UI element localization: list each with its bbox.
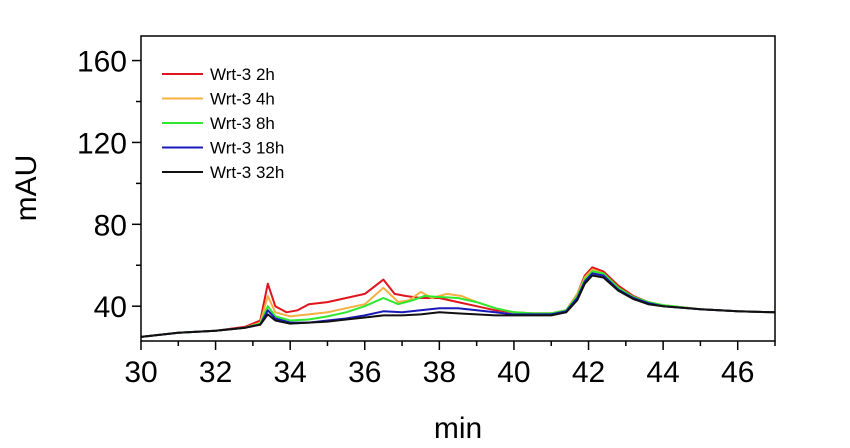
x-tick-label: 36: [348, 356, 381, 389]
y-tick-label: 40: [94, 291, 127, 324]
x-tick-label: 44: [646, 356, 679, 389]
legend: Wrt-3 2h Wrt-3 4h Wrt-3 8h Wrt-3 18h Wrt-3 3…: [162, 65, 284, 182]
legend-label-3: Wrt-3 8h: [210, 114, 275, 133]
legend-label-1: Wrt-3 2h: [210, 65, 275, 84]
y-tick-label: 120: [77, 127, 127, 160]
x-tick-label: 30: [124, 356, 157, 389]
legend-label-2: Wrt-3 4h: [210, 90, 275, 109]
series-line-5: [140, 274, 776, 338]
x-tick-label: 40: [497, 356, 530, 389]
x-tick-label: 38: [423, 356, 456, 389]
x-tick-label: 46: [721, 356, 754, 389]
x-axis-title: min: [434, 412, 482, 445]
legend-label-4: Wrt-3 18h: [210, 139, 284, 158]
x-tick-label: 34: [273, 356, 306, 389]
axis-layer: 30 32 34 36 38 40 42 44 46 40 80 120 160: [77, 46, 776, 389]
legend-label-5: Wrt-3 32h: [210, 163, 284, 182]
y-axis-title: mAU: [10, 155, 43, 222]
series-line-1: [140, 266, 776, 338]
x-tick-label: 32: [199, 356, 232, 389]
plot-frame: [140, 35, 776, 342]
series-layer: [140, 266, 776, 338]
series-line-3: [140, 270, 776, 338]
x-tick-label: 42: [572, 356, 605, 389]
series-line-2: [140, 268, 776, 338]
y-tick-label: 160: [77, 46, 127, 79]
y-tick-label: 80: [94, 209, 127, 242]
